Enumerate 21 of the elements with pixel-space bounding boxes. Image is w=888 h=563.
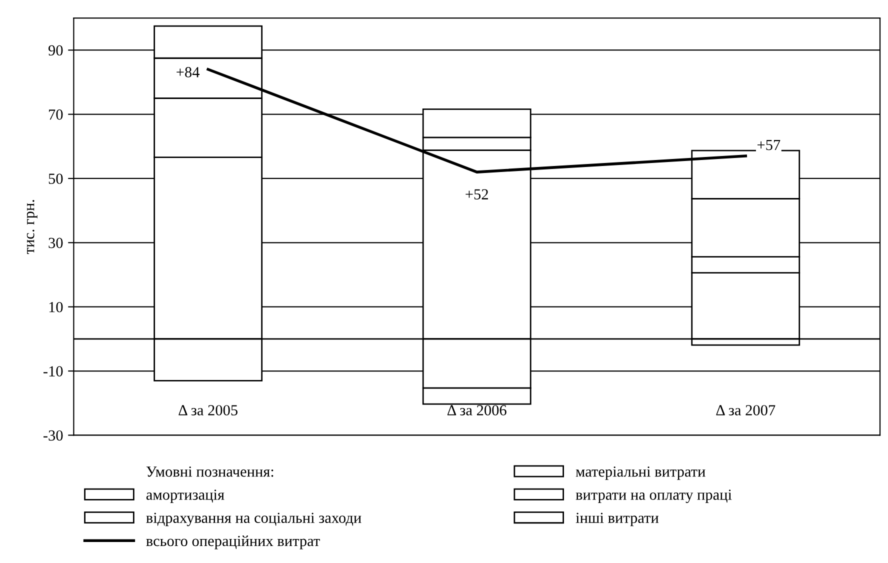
y-tick-label: 50 <box>48 174 63 184</box>
y-tick-label: -10 <box>43 366 63 376</box>
y-tick-label: 90 <box>48 45 63 56</box>
x-tick-label: Δ за 2007 <box>716 405 776 416</box>
y-tick-label: 70 <box>49 109 63 120</box>
data-label: +84 <box>176 67 200 78</box>
legend-label: матеріальні витрати <box>576 466 706 480</box>
y-axis-title: тис. грн. <box>26 200 38 254</box>
y-tick-label: 30 <box>48 238 63 248</box>
legend-label: відрахування на соціальні заходи <box>146 512 362 526</box>
y-tick-label: -30 <box>43 430 63 441</box>
legend-label: витрати на оплату праці <box>576 490 732 504</box>
legend-label: всього операційних витрат <box>146 536 320 550</box>
data-label: +52 <box>466 189 488 200</box>
legend-label: інші витрати <box>576 512 659 526</box>
legend-title: Умовні позначення: <box>146 466 274 477</box>
x-tick-label: Δ за 2005 <box>178 405 238 416</box>
y-tick-label: 10 <box>49 302 63 312</box>
legend-label: амортизація <box>146 490 224 503</box>
data-label: +57 <box>757 140 780 150</box>
x-tick-label: Δ за 2006 <box>447 405 506 416</box>
